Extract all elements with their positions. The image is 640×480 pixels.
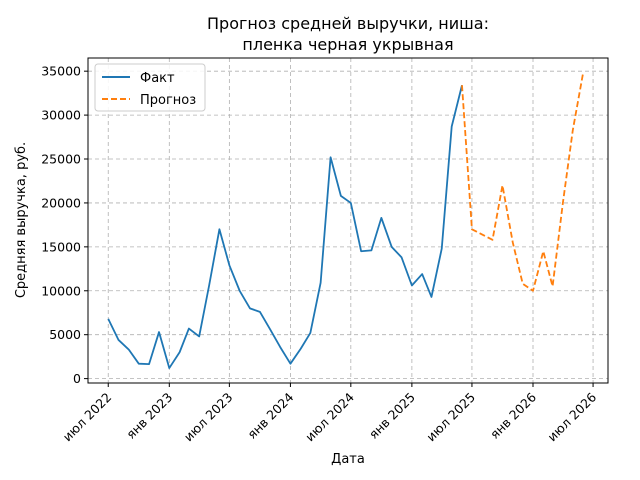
data-point-fact [148,363,150,365]
y-tick-label: 15000 [41,239,81,254]
data-point-forecast [501,184,503,186]
data-point-fact [198,335,200,337]
data-point-fact [117,339,119,341]
y-tick-label: 35000 [41,64,81,79]
data-point-fact [107,318,109,320]
data-point-fact [228,264,230,266]
data-point-fact [249,307,251,309]
data-point-forecast [471,228,473,230]
y-tick-label: 0 [73,371,81,386]
data-point-fact [380,217,382,219]
data-point-fact [300,348,302,350]
data-point-fact [421,273,423,275]
series-line-forecast [461,72,584,292]
plot-frame [87,57,609,384]
data-point-fact [340,195,342,197]
data-point-forecast [572,129,574,131]
data-point-fact [411,284,413,286]
data-point-fact [309,332,311,334]
data-point-fact [208,284,210,286]
y-tick-label: 25000 [41,152,81,167]
data-point-forecast [481,233,483,235]
data-point-fact [168,367,170,369]
data-point-fact [178,351,180,353]
data-point-forecast [551,285,553,287]
data-point-fact [350,202,352,204]
y-tick-label: 30000 [41,108,81,123]
data-point-fact [451,125,453,127]
legend-label-forecast: Прогноз [140,93,196,108]
y-tick-label: 10000 [41,283,81,298]
y-axis-label: Средняя выручка, руб. [14,142,29,298]
data-point-fact [319,282,321,284]
data-point-fact [269,328,271,330]
y-tick-label: 20000 [41,195,81,210]
data-point-fact [370,249,372,251]
data-point-forecast [562,202,564,204]
data-point-forecast [582,72,584,74]
data-point-forecast [491,239,493,241]
data-point-forecast [532,290,534,292]
data-point-fact [289,362,291,364]
y-tick-label: 5000 [49,327,81,342]
data-point-fact [218,228,220,230]
data-point-fact [400,256,402,258]
data-point-forecast [461,84,463,86]
data-point-fact [441,247,443,249]
series-line-fact [107,85,463,369]
chart-title-line1: Прогноз средней выручки, ниша: [207,14,489,33]
data-point-fact [259,311,261,313]
data-point-fact [188,327,190,329]
data-point-fact [138,362,140,364]
legend-label-fact: Факт [140,71,175,86]
data-point-forecast [522,283,524,285]
data-point-forecast [542,250,544,252]
series-layer [107,72,584,369]
data-point-fact [360,250,362,252]
data-point-fact [279,346,281,348]
data-point-fact [158,331,160,333]
data-point-forecast [512,241,514,243]
data-point-fact [238,290,240,292]
data-point-fact [430,296,432,298]
data-point-fact [128,348,130,350]
y-axis-ticks: 0 5000 10000 15000 20000 25000 30000 35000 [41,64,88,386]
x-axis-label: Дата [331,452,365,467]
data-point-fact [329,156,331,158]
chart-title-line2: пленка черная укрывная [242,35,453,54]
data-point-fact [390,246,392,248]
chart-legend: Факт Прогноз [94,63,206,112]
